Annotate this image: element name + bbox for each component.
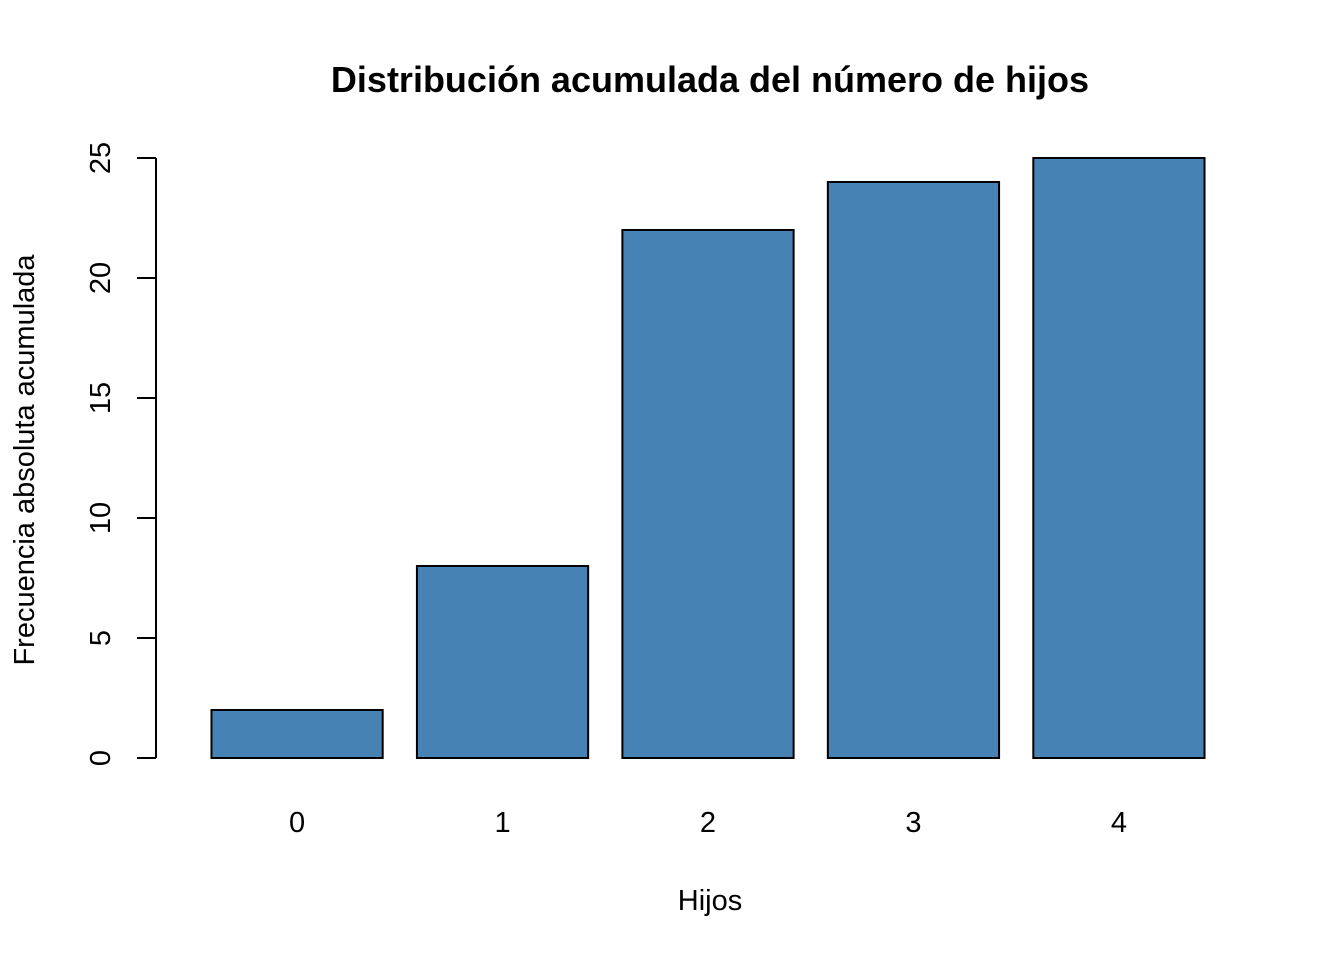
bar-2	[621, 229, 795, 759]
bar-1	[415, 565, 590, 759]
y-tick-label: 0	[85, 750, 117, 766]
x-tick-label: 4	[1111, 807, 1127, 839]
bars-group	[210, 157, 1206, 759]
x-tick-label: 2	[700, 807, 716, 839]
x-tick-label: 1	[494, 807, 510, 839]
y-axis-label: Frecuencia absoluta acumulada	[9, 254, 41, 666]
y-tick-label: 25	[85, 142, 117, 174]
chart-title: Distribución acumulada del número de hij…	[331, 59, 1089, 100]
x-tick-label: 3	[905, 807, 921, 839]
x-axis-label: Hijos	[678, 885, 742, 917]
x-tick-labels: 0 1 2 3 4	[289, 807, 1127, 839]
y-tick-label: 5	[85, 630, 117, 646]
y-tick-label: 15	[85, 382, 117, 414]
y-axis: 0 5 10 15 20 25	[85, 142, 157, 766]
y-tick-label: 10	[85, 502, 117, 534]
bar-0	[210, 709, 384, 759]
y-tick-label: 20	[85, 262, 117, 294]
bar-4	[1032, 157, 1206, 759]
x-tick-label: 0	[289, 807, 305, 839]
bar-3	[826, 181, 1001, 759]
